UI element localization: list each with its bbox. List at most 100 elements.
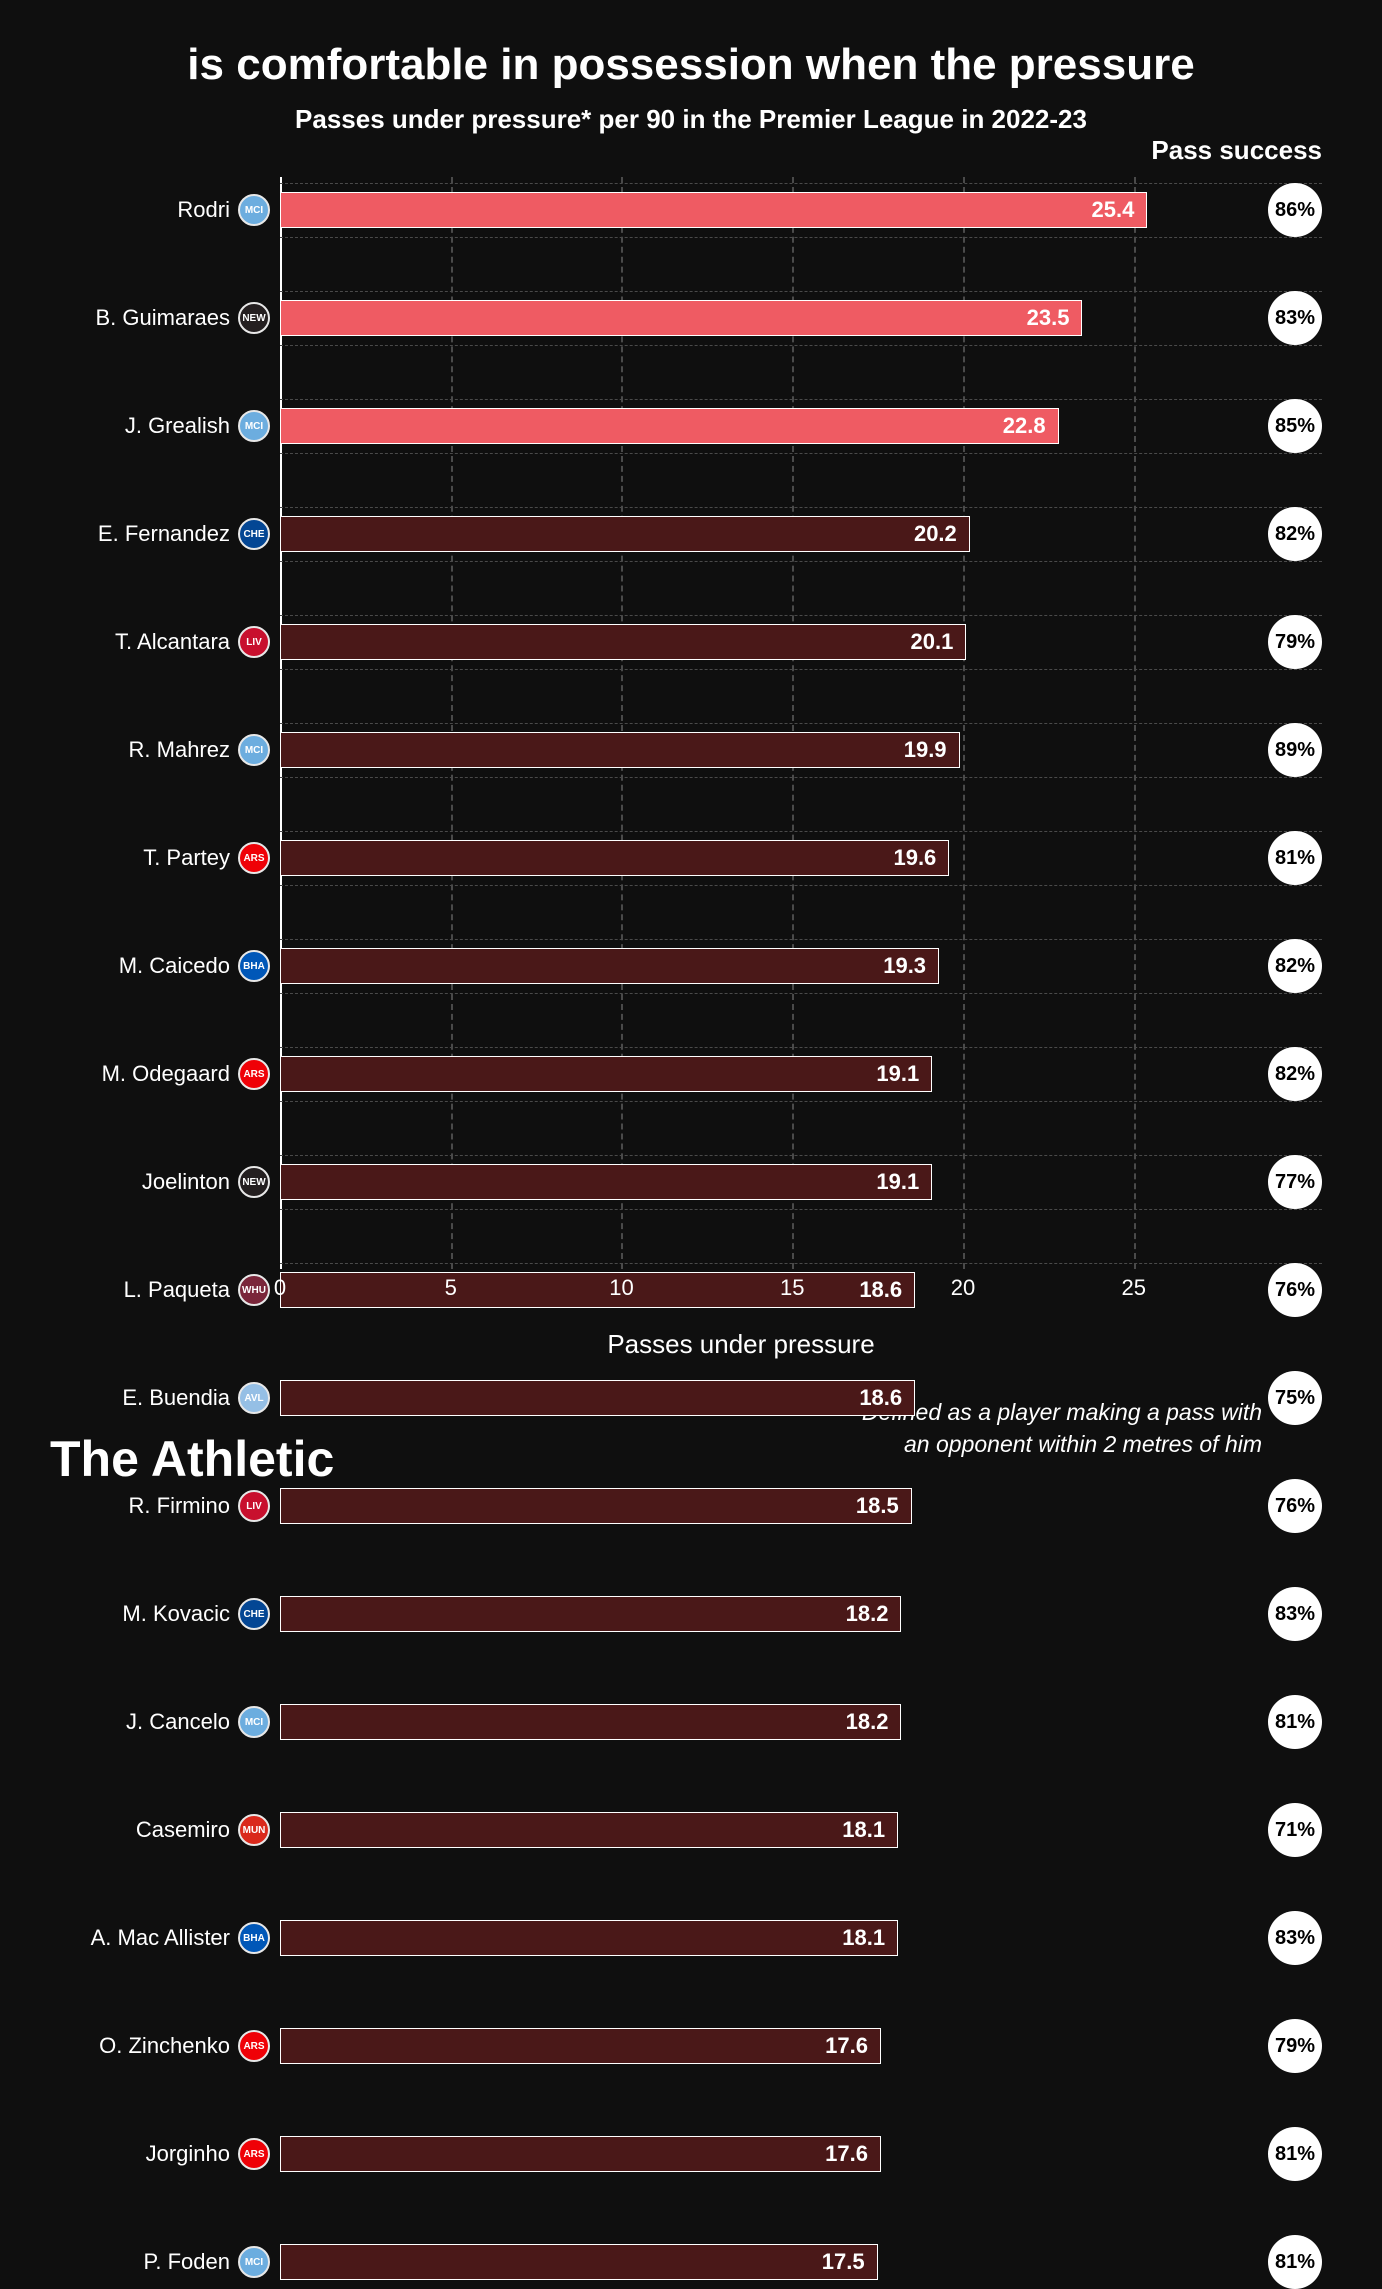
player-name: J. Grealish bbox=[60, 413, 230, 439]
club-crest-icon: MCI bbox=[238, 194, 270, 226]
bar-value: 17.6 bbox=[825, 2033, 868, 2059]
club-crest-icon: NEW bbox=[238, 1166, 270, 1198]
bar-value: 18.1 bbox=[842, 1817, 885, 1843]
pass-success-badge: 82% bbox=[1268, 1047, 1322, 1101]
bar-value: 18.5 bbox=[856, 1493, 899, 1519]
player-name: Casemiro bbox=[60, 1817, 230, 1843]
player-row: T. AlcantaraLIV20.179% bbox=[280, 615, 1202, 669]
club-crest-icon: CHE bbox=[238, 518, 270, 550]
pass-success-badge: 86% bbox=[1268, 183, 1322, 237]
player-row: P. FodenMCI17.581% bbox=[280, 2235, 1202, 2289]
pass-success-badge: 82% bbox=[1268, 939, 1322, 993]
player-name: M. Odegaard bbox=[60, 1061, 230, 1087]
bar: 20.2 bbox=[280, 516, 970, 552]
bar-track: 18.5 bbox=[280, 1488, 1202, 1524]
bar-track: 17.6 bbox=[280, 2028, 1202, 2064]
club-crest-icon: ARS bbox=[238, 842, 270, 874]
club-crest-icon: CHE bbox=[238, 1598, 270, 1630]
pass-success-badge: 77% bbox=[1268, 1155, 1322, 1209]
grid-horizontal bbox=[280, 669, 1322, 670]
player-row: R. FirminoLIV18.576% bbox=[280, 1479, 1202, 1533]
x-ticks: 0510152025 bbox=[280, 1275, 1202, 1315]
bar-value: 18.1 bbox=[842, 1925, 885, 1951]
player-row: A. Mac AllisterBHA18.183% bbox=[280, 1911, 1202, 1965]
bar-track: 18.1 bbox=[280, 1812, 1202, 1848]
bar-track: 20.2 bbox=[280, 516, 1202, 552]
bar-value: 19.3 bbox=[883, 953, 926, 979]
club-crest-icon: MCI bbox=[238, 410, 270, 442]
player-row: E. BuendiaAVL18.675% bbox=[280, 1371, 1202, 1425]
pass-success-header: Pass success bbox=[1151, 135, 1322, 166]
bar: 19.1 bbox=[280, 1056, 932, 1092]
player-name: A. Mac Allister bbox=[60, 1925, 230, 1951]
bar-track: 17.5 bbox=[280, 2244, 1202, 2280]
player-name: Jorginho bbox=[60, 2141, 230, 2167]
club-crest-icon: ARS bbox=[238, 1058, 270, 1090]
grid-horizontal bbox=[280, 1209, 1322, 1210]
bar-value: 20.2 bbox=[914, 521, 957, 547]
bar: 18.6 bbox=[280, 1380, 915, 1416]
club-crest-icon: MCI bbox=[238, 734, 270, 766]
bar-track: 25.4 bbox=[280, 192, 1202, 228]
player-name: O. Zinchenko bbox=[60, 2033, 230, 2059]
player-row: R. MahrezMCI19.989% bbox=[280, 723, 1202, 777]
grid-horizontal bbox=[280, 345, 1322, 346]
pass-success-badge: 76% bbox=[1268, 1263, 1322, 1317]
player-name: P. Foden bbox=[60, 2249, 230, 2275]
club-crest-icon: BHA bbox=[238, 950, 270, 982]
pass-success-badge: 89% bbox=[1268, 723, 1322, 777]
club-crest-icon: WHU bbox=[238, 1274, 270, 1306]
bar-value: 19.6 bbox=[893, 845, 936, 871]
bar-track: 23.5 bbox=[280, 300, 1202, 336]
bar-track: 17.6 bbox=[280, 2136, 1202, 2172]
pass-success-badge: 81% bbox=[1268, 831, 1322, 885]
club-crest-icon: NEW bbox=[238, 302, 270, 334]
pass-success-badge: 79% bbox=[1268, 615, 1322, 669]
club-crest-icon: MUN bbox=[238, 1814, 270, 1846]
player-name: R. Mahrez bbox=[60, 737, 230, 763]
pass-success-badge: 79% bbox=[1268, 2019, 1322, 2073]
bar: 18.1 bbox=[280, 1920, 898, 1956]
player-name: B. Guimaraes bbox=[60, 305, 230, 331]
pass-success-badge: 83% bbox=[1268, 291, 1322, 345]
player-name: L. Paqueta bbox=[60, 1277, 230, 1303]
x-tick-label: 5 bbox=[445, 1275, 457, 1301]
grid-horizontal bbox=[280, 885, 1322, 886]
player-name: M. Caicedo bbox=[60, 953, 230, 979]
x-axis-label: Passes under pressure bbox=[280, 1329, 1202, 1360]
pass-success-badge: 76% bbox=[1268, 1479, 1322, 1533]
grid-horizontal bbox=[280, 453, 1322, 454]
player-name: R. Firmino bbox=[60, 1493, 230, 1519]
bar: 18.1 bbox=[280, 1812, 898, 1848]
pass-success-badge: 82% bbox=[1268, 507, 1322, 561]
bar-track: 22.8 bbox=[280, 408, 1202, 444]
bar: 17.6 bbox=[280, 2136, 881, 2172]
bar-value: 19.1 bbox=[876, 1169, 919, 1195]
player-row: J. GrealishMCI22.885% bbox=[280, 399, 1202, 453]
player-name: Rodri bbox=[60, 197, 230, 223]
bar: 20.1 bbox=[280, 624, 966, 660]
bar: 17.5 bbox=[280, 2244, 878, 2280]
chart-subtitle: Passes under pressure* per 90 in the Pre… bbox=[60, 104, 1322, 135]
bar-value: 17.6 bbox=[825, 2141, 868, 2167]
grid-horizontal bbox=[280, 237, 1322, 238]
club-crest-icon: MCI bbox=[238, 2246, 270, 2278]
bar-value: 18.2 bbox=[846, 1709, 889, 1735]
bar: 17.6 bbox=[280, 2028, 881, 2064]
bar: 19.3 bbox=[280, 948, 939, 984]
player-row: J. CanceloMCI18.281% bbox=[280, 1695, 1202, 1749]
bar-track: 19.1 bbox=[280, 1164, 1202, 1200]
pass-success-badge: 81% bbox=[1268, 2127, 1322, 2181]
x-tick-label: 10 bbox=[609, 1275, 633, 1301]
bar: 23.5 bbox=[280, 300, 1082, 336]
bar-value: 18.2 bbox=[846, 1601, 889, 1627]
bar-value: 18.6 bbox=[859, 1385, 902, 1411]
grid-horizontal bbox=[280, 1101, 1322, 1102]
pass-success-badge: 83% bbox=[1268, 1911, 1322, 1965]
player-name: E. Buendia bbox=[60, 1385, 230, 1411]
bar-value: 22.8 bbox=[1003, 413, 1046, 439]
player-row: O. ZinchenkoARS17.679% bbox=[280, 2019, 1202, 2073]
bar-value: 17.5 bbox=[822, 2249, 865, 2275]
player-row: M. OdegaardARS19.182% bbox=[280, 1047, 1202, 1101]
club-crest-icon: AVL bbox=[238, 1382, 270, 1414]
